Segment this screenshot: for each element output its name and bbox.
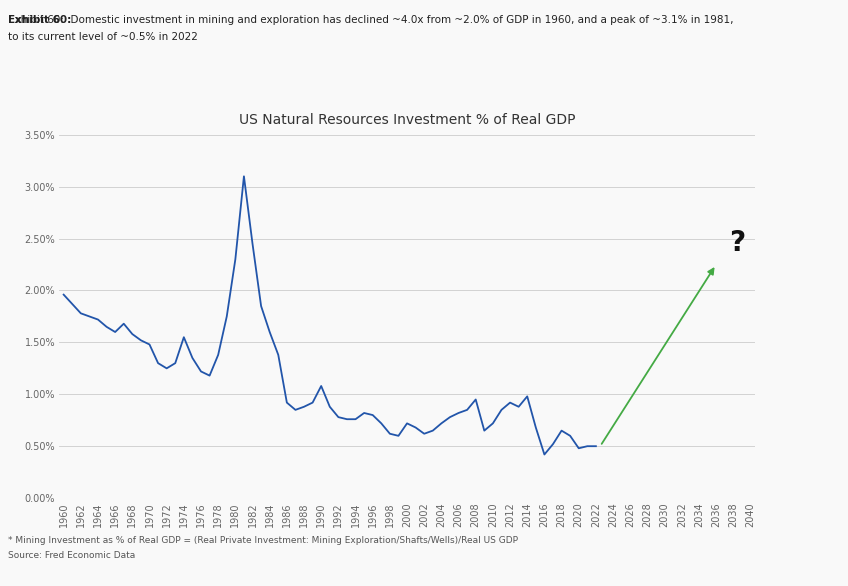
Title: US Natural Resources Investment % of Real GDP: US Natural Resources Investment % of Rea… — [239, 113, 575, 127]
Text: to its current level of ~0.5% in 2022: to its current level of ~0.5% in 2022 — [8, 32, 198, 42]
Text: Exhibit 60:: Exhibit 60: — [8, 15, 72, 25]
Text: Source: Fred Economic Data: Source: Fred Economic Data — [8, 551, 136, 560]
Text: Exhibit 60:  Domestic investment in mining and exploration has declined ~4.0x fr: Exhibit 60: Domestic investment in minin… — [8, 15, 734, 25]
Text: ?: ? — [729, 229, 745, 257]
Text: * Mining Investment as % of Real GDP = (Real Private Investment: Mining Explorat: * Mining Investment as % of Real GDP = (… — [8, 536, 518, 545]
